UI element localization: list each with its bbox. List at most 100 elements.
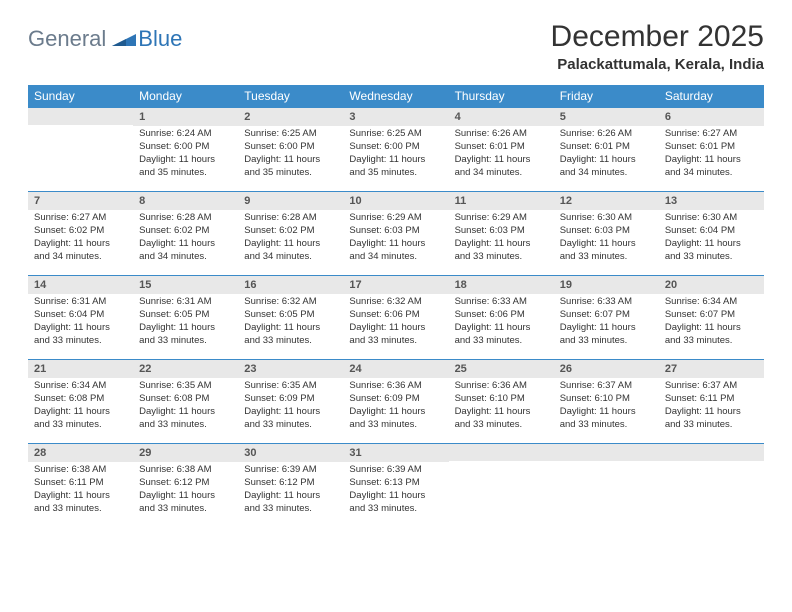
daylight-line2: and 34 minutes. <box>455 167 548 180</box>
sunset-text: Sunset: 6:07 PM <box>560 309 653 322</box>
sunset-text: Sunset: 6:08 PM <box>139 393 232 406</box>
calendar-cell: 11Sunrise: 6:29 AMSunset: 6:03 PMDayligh… <box>449 192 554 276</box>
daylight-line1: Daylight: 11 hours <box>34 322 127 335</box>
sunrise-text: Sunrise: 6:28 AM <box>244 212 337 225</box>
sunrise-text: Sunrise: 6:38 AM <box>34 464 127 477</box>
day-header: Saturday <box>659 85 764 108</box>
sunset-text: Sunset: 6:11 PM <box>34 477 127 490</box>
daylight-line1: Daylight: 11 hours <box>244 154 337 167</box>
daylight-line1: Daylight: 11 hours <box>139 322 232 335</box>
daylight-line2: and 34 minutes. <box>349 251 442 264</box>
calendar-week: 21Sunrise: 6:34 AMSunset: 6:08 PMDayligh… <box>28 360 764 444</box>
day-content: Sunrise: 6:28 AMSunset: 6:02 PMDaylight:… <box>238 210 343 267</box>
day-number: 28 <box>28 444 133 462</box>
sunset-text: Sunset: 6:09 PM <box>349 393 442 406</box>
sunset-text: Sunset: 6:13 PM <box>349 477 442 490</box>
day-number: 14 <box>28 276 133 294</box>
daylight-line2: and 33 minutes. <box>34 419 127 432</box>
daylight-line2: and 34 minutes. <box>665 167 758 180</box>
day-number: 3 <box>343 108 448 126</box>
sunrise-text: Sunrise: 6:26 AM <box>455 128 548 141</box>
sunrise-text: Sunrise: 6:34 AM <box>34 380 127 393</box>
sunrise-text: Sunrise: 6:30 AM <box>560 212 653 225</box>
calendar-cell <box>28 108 133 192</box>
day-content: Sunrise: 6:29 AMSunset: 6:03 PMDaylight:… <box>449 210 554 267</box>
sunrise-text: Sunrise: 6:38 AM <box>139 464 232 477</box>
day-number: 11 <box>449 192 554 210</box>
empty-day-header <box>659 444 764 461</box>
calendar-cell <box>554 444 659 528</box>
sunset-text: Sunset: 6:05 PM <box>244 309 337 322</box>
calendar-cell: 13Sunrise: 6:30 AMSunset: 6:04 PMDayligh… <box>659 192 764 276</box>
sunset-text: Sunset: 6:01 PM <box>455 141 548 154</box>
sunrise-text: Sunrise: 6:31 AM <box>139 296 232 309</box>
day-content: Sunrise: 6:28 AMSunset: 6:02 PMDaylight:… <box>133 210 238 267</box>
daylight-line1: Daylight: 11 hours <box>349 406 442 419</box>
sunrise-text: Sunrise: 6:25 AM <box>244 128 337 141</box>
empty-day-header <box>28 108 133 125</box>
day-content: Sunrise: 6:25 AMSunset: 6:00 PMDaylight:… <box>343 126 448 183</box>
day-content: Sunrise: 6:26 AMSunset: 6:01 PMDaylight:… <box>449 126 554 183</box>
daylight-line2: and 33 minutes. <box>139 503 232 516</box>
daylight-line2: and 34 minutes. <box>560 167 653 180</box>
calendar-cell: 2 Sunrise: 6:25 AMSunset: 6:00 PMDaylight… <box>238 108 343 192</box>
sunrise-text: Sunrise: 6:33 AM <box>455 296 548 309</box>
daylight-line1: Daylight: 11 hours <box>455 322 548 335</box>
calendar-cell: 24Sunrise: 6:36 AMSunset: 6:09 PMDayligh… <box>343 360 448 444</box>
day-header: Wednesday <box>343 85 448 108</box>
sunset-text: Sunset: 6:06 PM <box>349 309 442 322</box>
day-content: Sunrise: 6:37 AMSunset: 6:11 PMDaylight:… <box>659 378 764 435</box>
logo-triangle-icon <box>112 30 136 51</box>
daylight-line1: Daylight: 11 hours <box>34 238 127 251</box>
day-number: 1 <box>133 108 238 126</box>
calendar-cell: 10Sunrise: 6:29 AMSunset: 6:03 PMDayligh… <box>343 192 448 276</box>
calendar-header-row: SundayMondayTuesdayWednesdayThursdayFrid… <box>28 85 764 108</box>
calendar-cell: 16Sunrise: 6:32 AMSunset: 6:05 PMDayligh… <box>238 276 343 360</box>
day-number: 30 <box>238 444 343 462</box>
calendar-body: 1Sunrise: 6:24 AMSunset: 6:00 PMDaylight… <box>28 108 764 528</box>
daylight-line2: and 33 minutes. <box>349 335 442 348</box>
sunset-text: Sunset: 6:12 PM <box>244 477 337 490</box>
calendar-cell: 29Sunrise: 6:38 AMSunset: 6:12 PMDayligh… <box>133 444 238 528</box>
daylight-line2: and 33 minutes. <box>349 503 442 516</box>
calendar-cell: 19Sunrise: 6:33 AMSunset: 6:07 PMDayligh… <box>554 276 659 360</box>
day-content: Sunrise: 6:38 AMSunset: 6:11 PMDaylight:… <box>28 462 133 519</box>
calendar-cell: 23Sunrise: 6:35 AMSunset: 6:09 PMDayligh… <box>238 360 343 444</box>
logo-text-general: General <box>28 26 106 52</box>
day-number: 4 <box>449 108 554 126</box>
day-header: Friday <box>554 85 659 108</box>
calendar-cell: 4Sunrise: 6:26 AMSunset: 6:01 PMDaylight… <box>449 108 554 192</box>
calendar-cell: 18Sunrise: 6:33 AMSunset: 6:06 PMDayligh… <box>449 276 554 360</box>
daylight-line2: and 33 minutes. <box>665 335 758 348</box>
daylight-line2: and 35 minutes. <box>349 167 442 180</box>
daylight-line2: and 33 minutes. <box>244 335 337 348</box>
sunset-text: Sunset: 6:00 PM <box>244 141 337 154</box>
calendar-cell: 20Sunrise: 6:34 AMSunset: 6:07 PMDayligh… <box>659 276 764 360</box>
sunset-text: Sunset: 6:04 PM <box>34 309 127 322</box>
sunset-text: Sunset: 6:02 PM <box>244 225 337 238</box>
daylight-line2: and 33 minutes. <box>349 419 442 432</box>
day-content: Sunrise: 6:37 AMSunset: 6:10 PMDaylight:… <box>554 378 659 435</box>
daylight-line2: and 35 minutes. <box>244 167 337 180</box>
calendar-cell: 7Sunrise: 6:27 AMSunset: 6:02 PMDaylight… <box>28 192 133 276</box>
calendar-cell: 25Sunrise: 6:36 AMSunset: 6:10 PMDayligh… <box>449 360 554 444</box>
calendar-cell: 14Sunrise: 6:31 AMSunset: 6:04 PMDayligh… <box>28 276 133 360</box>
sunrise-text: Sunrise: 6:37 AM <box>560 380 653 393</box>
sunset-text: Sunset: 6:12 PM <box>139 477 232 490</box>
calendar-page: General Blue December 2025 Palackattumal… <box>0 0 792 548</box>
daylight-line2: and 33 minutes. <box>139 419 232 432</box>
sunset-text: Sunset: 6:05 PM <box>139 309 232 322</box>
calendar-cell: 8Sunrise: 6:28 AMSunset: 6:02 PMDaylight… <box>133 192 238 276</box>
sunrise-text: Sunrise: 6:33 AM <box>560 296 653 309</box>
calendar-cell: 6Sunrise: 6:27 AMSunset: 6:01 PMDaylight… <box>659 108 764 192</box>
calendar-cell: 5Sunrise: 6:26 AMSunset: 6:01 PMDaylight… <box>554 108 659 192</box>
day-content: Sunrise: 6:36 AMSunset: 6:10 PMDaylight:… <box>449 378 554 435</box>
sunrise-text: Sunrise: 6:30 AM <box>665 212 758 225</box>
logo: General Blue <box>28 26 182 52</box>
day-number: 2 <box>238 108 343 126</box>
sunrise-text: Sunrise: 6:36 AM <box>349 380 442 393</box>
title-block: December 2025 Palackattumala, Kerala, In… <box>551 20 764 73</box>
calendar-week: 28Sunrise: 6:38 AMSunset: 6:11 PMDayligh… <box>28 444 764 528</box>
day-content: Sunrise: 6:38 AMSunset: 6:12 PMDaylight:… <box>133 462 238 519</box>
sunset-text: Sunset: 6:11 PM <box>665 393 758 406</box>
